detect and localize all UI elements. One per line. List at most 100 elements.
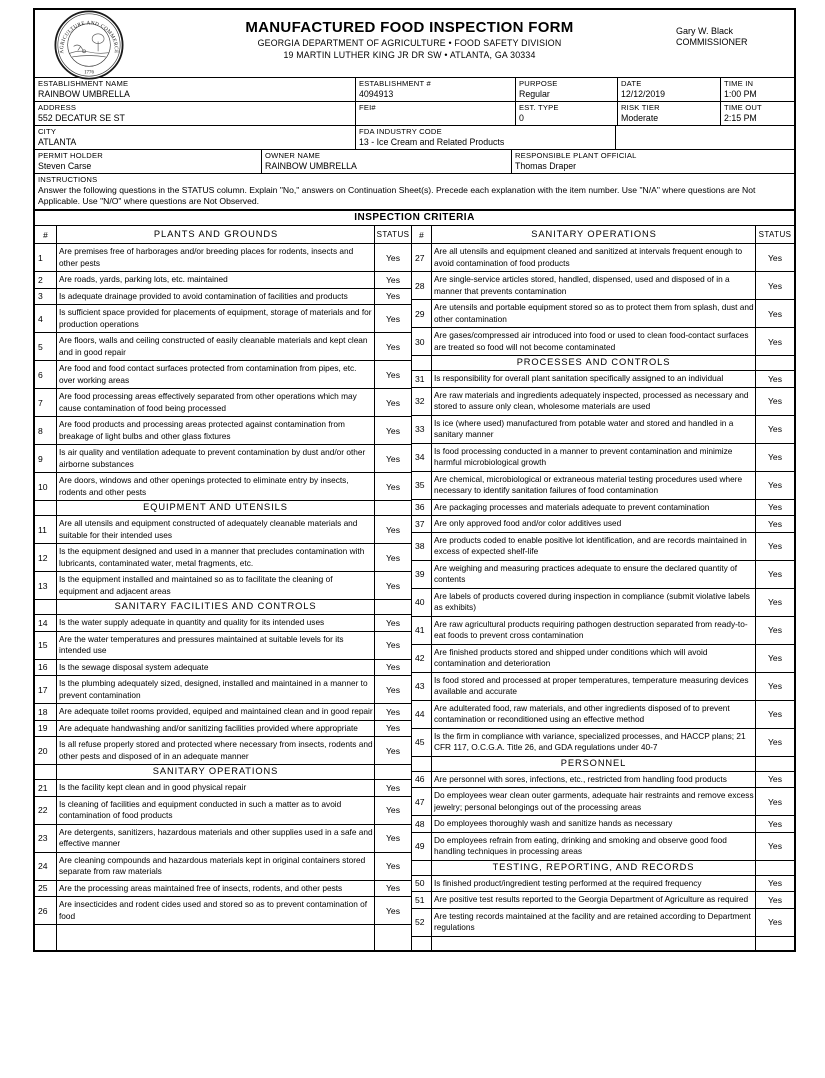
field-city: CITY ATLANTA bbox=[35, 126, 355, 149]
question-text: Are cleaning compounds and hazardous mat… bbox=[57, 852, 375, 880]
question-row: 47 Do employees wear clean outer garments… bbox=[412, 788, 794, 816]
field-value: RAINBOW UMBRELLA bbox=[265, 161, 357, 171]
question-row: 26 Are insecticides and rodent cides used… bbox=[35, 897, 412, 925]
question-number: 40 bbox=[412, 588, 432, 616]
field-value: 2:15 PM bbox=[724, 113, 757, 123]
section-title: EQUIPMENT AND UTENSILS bbox=[57, 501, 375, 515]
section-title: SANITARY FACILITIES AND CONTROLS bbox=[57, 600, 375, 614]
question-number: 30 bbox=[412, 328, 432, 355]
section-status-cell bbox=[375, 600, 412, 614]
question-row: 13 Is the equipment installed and maintai… bbox=[35, 572, 412, 600]
field-value: 4094913 bbox=[359, 89, 394, 99]
status-value: Yes bbox=[375, 615, 412, 631]
field-label: ESTABLISHMENT NAME bbox=[38, 79, 129, 88]
question-text: Are raw agricultural products requiring … bbox=[432, 616, 756, 644]
hash-header: # bbox=[412, 226, 432, 243]
question-text: Is the equipment installed and maintaine… bbox=[57, 572, 375, 599]
question-number: 33 bbox=[412, 415, 432, 443]
field-value: Thomas Draper bbox=[515, 161, 577, 171]
question-row: 28 Are single-service articles stored, ha… bbox=[412, 272, 794, 300]
question-text: Is adequate drainage provided to avoid c… bbox=[57, 288, 375, 304]
question-text: Are weighing and measuring practices ade… bbox=[432, 560, 756, 588]
question-text: Is all refuse properly stored and protec… bbox=[57, 737, 375, 764]
status-value: Yes bbox=[375, 631, 412, 659]
inspection-criteria-title: INSPECTION CRITERIA bbox=[35, 209, 794, 225]
field-label: RESPONSIBLE PLANT OFFICIAL bbox=[515, 151, 637, 160]
question-number: 23 bbox=[35, 824, 57, 852]
section-header-row: PERSONNEL bbox=[412, 756, 794, 772]
question-number: 46 bbox=[412, 771, 432, 787]
question-number: 47 bbox=[412, 788, 432, 815]
question-row: 52 Are testing records maintained at the … bbox=[412, 908, 794, 937]
question-text: Are food processing areas effectively se… bbox=[57, 389, 375, 416]
section-title: SANITARY OPERATIONS bbox=[57, 765, 375, 779]
question-number: 18 bbox=[35, 704, 57, 720]
status-value: Yes bbox=[767, 841, 783, 851]
field-label: PURPOSE bbox=[519, 79, 558, 88]
seal-year: 1776 bbox=[84, 71, 94, 76]
info-row-3: CITY ATLANTA FDA INDUSTRY CODE 13 - Ice … bbox=[35, 125, 794, 149]
question-row: 27 Are all utensils and equipment cleaned… bbox=[412, 244, 794, 272]
section-column-header: SANITARY OPERATIONS bbox=[432, 226, 756, 243]
field-value: ATLANTA bbox=[38, 137, 77, 147]
question-row: 31 Is responsibility for overall plant sa… bbox=[412, 371, 794, 388]
question-text: Is cleaning of facilities and equipment … bbox=[57, 796, 375, 824]
question-row: 35 Are chemical, microbiological or extra… bbox=[412, 471, 794, 500]
status-value: Yes bbox=[767, 308, 783, 319]
question-row: 4 Is sufficient space provided for placem… bbox=[35, 305, 412, 333]
question-number: 36 bbox=[412, 499, 432, 515]
form-title: MANUFACTURED FOOD INSPECTION FORM bbox=[245, 19, 574, 36]
question-text: Are gases/compressed air introduced into… bbox=[432, 328, 756, 355]
question-row: 7 Are food processing areas effectively s… bbox=[35, 389, 412, 417]
question-number: 34 bbox=[412, 443, 432, 471]
field-label: ADDRESS bbox=[38, 103, 77, 112]
question-number: 43 bbox=[412, 672, 432, 700]
question-number: 16 bbox=[35, 659, 57, 675]
question-number: 19 bbox=[35, 720, 57, 736]
question-number: 6 bbox=[35, 361, 57, 388]
status-value: Yes bbox=[375, 288, 412, 304]
question-text: Are finished products stored and shipped… bbox=[432, 644, 756, 672]
status-value: Yes bbox=[767, 541, 783, 551]
status-value: Yes bbox=[375, 572, 412, 599]
question-text: Do employees wear clean outer garments, … bbox=[432, 788, 756, 815]
agriculture-commerce-seal-icon: AGRICULTURE AND COMMERCE 1776 bbox=[54, 10, 124, 80]
section-header-row: PROCESSES AND CONTROLS bbox=[412, 356, 794, 371]
status-value: Yes bbox=[767, 480, 783, 490]
question-number: 2 bbox=[35, 272, 57, 288]
status-value: Yes bbox=[375, 737, 412, 764]
question-number: 1 bbox=[35, 244, 57, 271]
status-value: Yes bbox=[767, 280, 783, 291]
question-number: 48 bbox=[412, 816, 432, 832]
question-row: 11 Are all utensils and equipment constru… bbox=[35, 516, 412, 544]
field-establishment-number: ESTABLISHMENT # 4094913 bbox=[355, 78, 515, 101]
question-number: 31 bbox=[412, 371, 432, 387]
question-number: 45 bbox=[412, 728, 432, 756]
empty-cell bbox=[615, 126, 794, 149]
status-value: Yes bbox=[767, 625, 783, 635]
section-status-cell bbox=[756, 757, 794, 771]
status-value: Yes bbox=[375, 780, 412, 796]
empty-row bbox=[412, 936, 794, 950]
field-value: Steven Carse bbox=[38, 161, 92, 171]
status-value: Yes bbox=[767, 796, 783, 807]
status-value: Yes bbox=[375, 676, 412, 703]
inspection-form: AGRICULTURE AND COMMERCE 1776 MANUF bbox=[33, 8, 796, 952]
status-value: Yes bbox=[375, 272, 412, 288]
status-value: Yes bbox=[767, 737, 783, 747]
field-time-in: TIME IN 1:00 PM bbox=[720, 78, 794, 101]
question-row: 42 Are finished products stored and shipp… bbox=[412, 644, 794, 673]
status-value: Yes bbox=[375, 796, 412, 824]
question-number: 21 bbox=[35, 780, 57, 796]
status-value: Yes bbox=[375, 852, 412, 880]
section-status-cell bbox=[756, 861, 794, 875]
empty-row bbox=[35, 925, 412, 950]
empty-cell bbox=[412, 936, 432, 950]
question-number: 41 bbox=[412, 616, 432, 644]
status-value: Yes bbox=[375, 333, 412, 360]
question-row: 38 Are products coded to enable positive … bbox=[412, 532, 794, 561]
section-status-cell bbox=[375, 765, 412, 779]
status-value: Yes bbox=[375, 659, 412, 675]
question-row: 1 Are premises free of harborages and/or … bbox=[35, 244, 412, 272]
question-row: 14 Is the water supply adequate in quanti… bbox=[35, 615, 412, 632]
